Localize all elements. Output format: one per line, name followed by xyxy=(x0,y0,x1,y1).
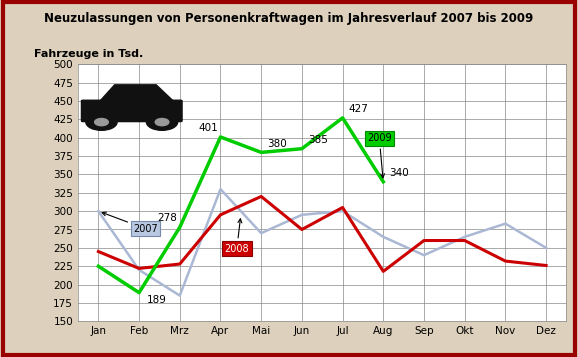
Circle shape xyxy=(146,114,177,130)
Text: Neuzulassungen von Personenkraftwagen im Jahresverlauf 2007 bis 2009: Neuzulassungen von Personenkraftwagen im… xyxy=(45,12,533,25)
Text: 2007: 2007 xyxy=(102,212,158,234)
Polygon shape xyxy=(100,85,173,101)
Text: 278: 278 xyxy=(157,213,177,223)
Text: Fahrzeuge in Tsd.: Fahrzeuge in Tsd. xyxy=(34,49,143,59)
Circle shape xyxy=(95,119,108,126)
Text: 2008: 2008 xyxy=(224,219,249,253)
FancyBboxPatch shape xyxy=(81,100,182,122)
Text: 189: 189 xyxy=(147,295,167,305)
Circle shape xyxy=(155,119,169,126)
Text: 380: 380 xyxy=(267,139,287,149)
Text: 427: 427 xyxy=(349,104,369,114)
Text: 385: 385 xyxy=(308,135,328,145)
Circle shape xyxy=(86,114,117,130)
Text: 401: 401 xyxy=(198,123,218,133)
Text: 2009: 2009 xyxy=(367,134,392,178)
Text: 340: 340 xyxy=(390,168,409,178)
